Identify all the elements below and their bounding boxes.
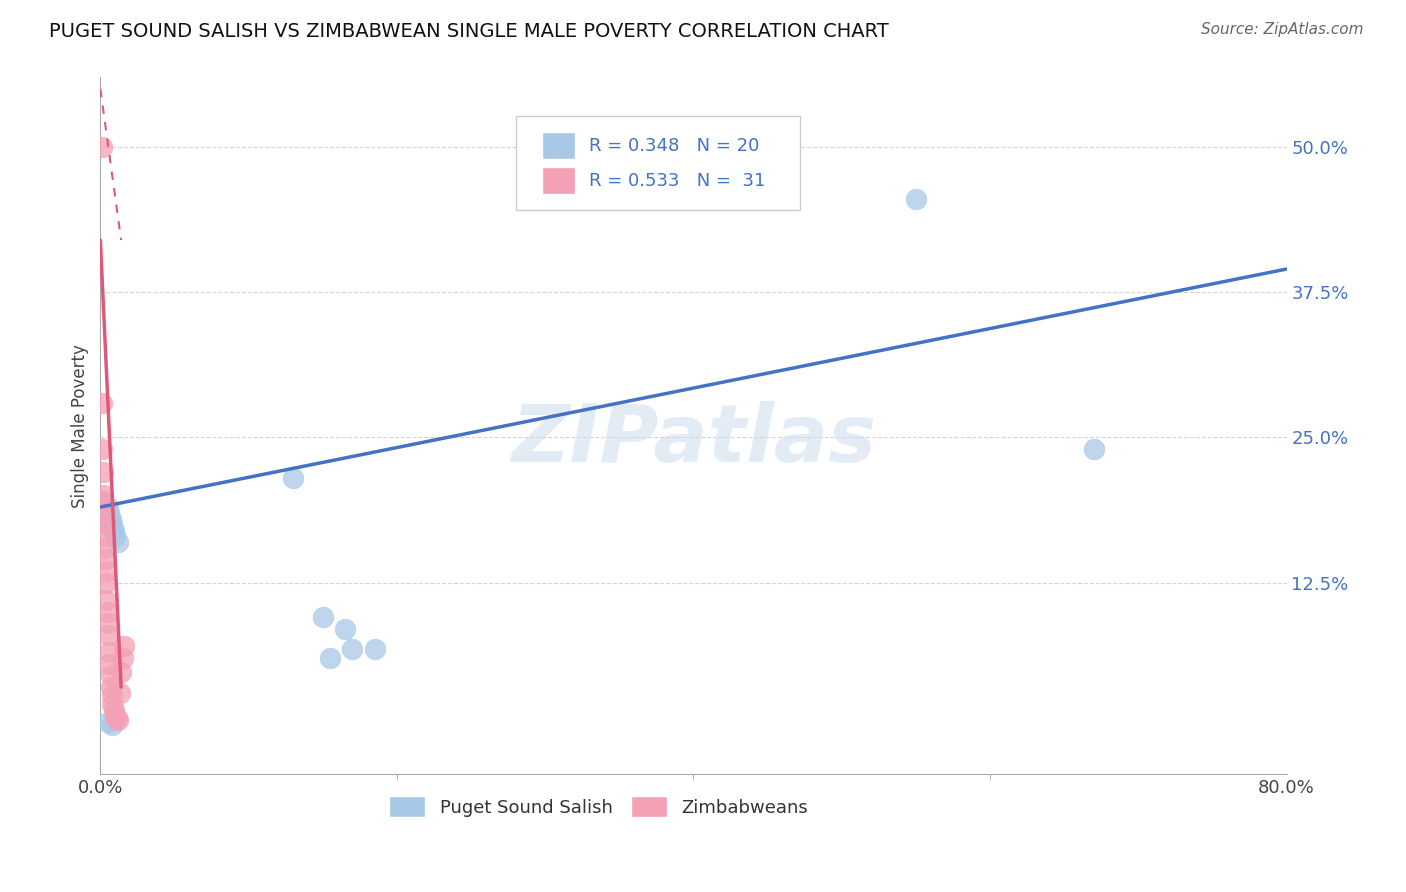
Point <box>105 711 128 725</box>
Point <box>111 651 134 665</box>
Point <box>281 471 304 485</box>
Point <box>904 192 927 206</box>
Point <box>312 610 335 624</box>
Point <box>94 506 117 520</box>
Point <box>91 506 114 520</box>
Point <box>96 564 118 578</box>
Point <box>90 395 112 409</box>
Point <box>101 718 124 732</box>
Point <box>108 686 131 700</box>
Point <box>107 713 129 727</box>
Legend: Puget Sound Salish, Zimbabweans: Puget Sound Salish, Zimbabweans <box>382 789 815 824</box>
Point <box>104 709 127 723</box>
Text: Source: ZipAtlas.com: Source: ZipAtlas.com <box>1201 22 1364 37</box>
Text: PUGET SOUND SALISH VS ZIMBABWEAN SINGLE MALE POVERTY CORRELATION CHART: PUGET SOUND SALISH VS ZIMBABWEAN SINGLE … <box>49 22 889 41</box>
Point <box>94 552 117 566</box>
Point <box>98 645 121 659</box>
Point <box>100 511 122 525</box>
Point <box>94 529 117 543</box>
Point <box>94 541 117 555</box>
Point <box>104 529 127 543</box>
Point <box>100 668 122 682</box>
Point <box>103 523 125 537</box>
Point <box>90 140 112 154</box>
Point <box>100 680 122 694</box>
Point <box>91 494 114 508</box>
Point <box>101 517 124 532</box>
Point <box>98 657 121 671</box>
Text: R = 0.348   N = 20: R = 0.348 N = 20 <box>589 136 759 154</box>
Point <box>91 465 114 479</box>
Text: ZIPatlas: ZIPatlas <box>510 401 876 479</box>
Point <box>103 703 125 717</box>
Point <box>97 628 120 642</box>
Point <box>91 488 114 502</box>
Point <box>333 622 356 636</box>
FancyBboxPatch shape <box>516 116 800 210</box>
Point <box>112 640 135 654</box>
Point <box>90 494 112 508</box>
Point <box>98 506 121 520</box>
Point <box>96 593 118 607</box>
Point <box>110 665 132 679</box>
Point <box>363 641 385 656</box>
Point <box>107 535 129 549</box>
Point <box>96 517 118 532</box>
Text: R = 0.533   N =  31: R = 0.533 N = 31 <box>589 171 765 189</box>
Point <box>342 641 364 656</box>
FancyBboxPatch shape <box>541 133 575 159</box>
Point <box>319 651 342 665</box>
Point <box>1083 442 1105 456</box>
Y-axis label: Single Male Poverty: Single Male Poverty <box>72 343 89 508</box>
Point <box>90 442 112 456</box>
FancyBboxPatch shape <box>541 168 575 194</box>
Point <box>94 517 117 532</box>
Point <box>97 714 120 729</box>
Point <box>101 698 124 712</box>
Point <box>97 616 120 631</box>
Point <box>97 605 120 619</box>
Point <box>101 688 124 702</box>
Point <box>96 575 118 590</box>
Point <box>97 500 120 514</box>
